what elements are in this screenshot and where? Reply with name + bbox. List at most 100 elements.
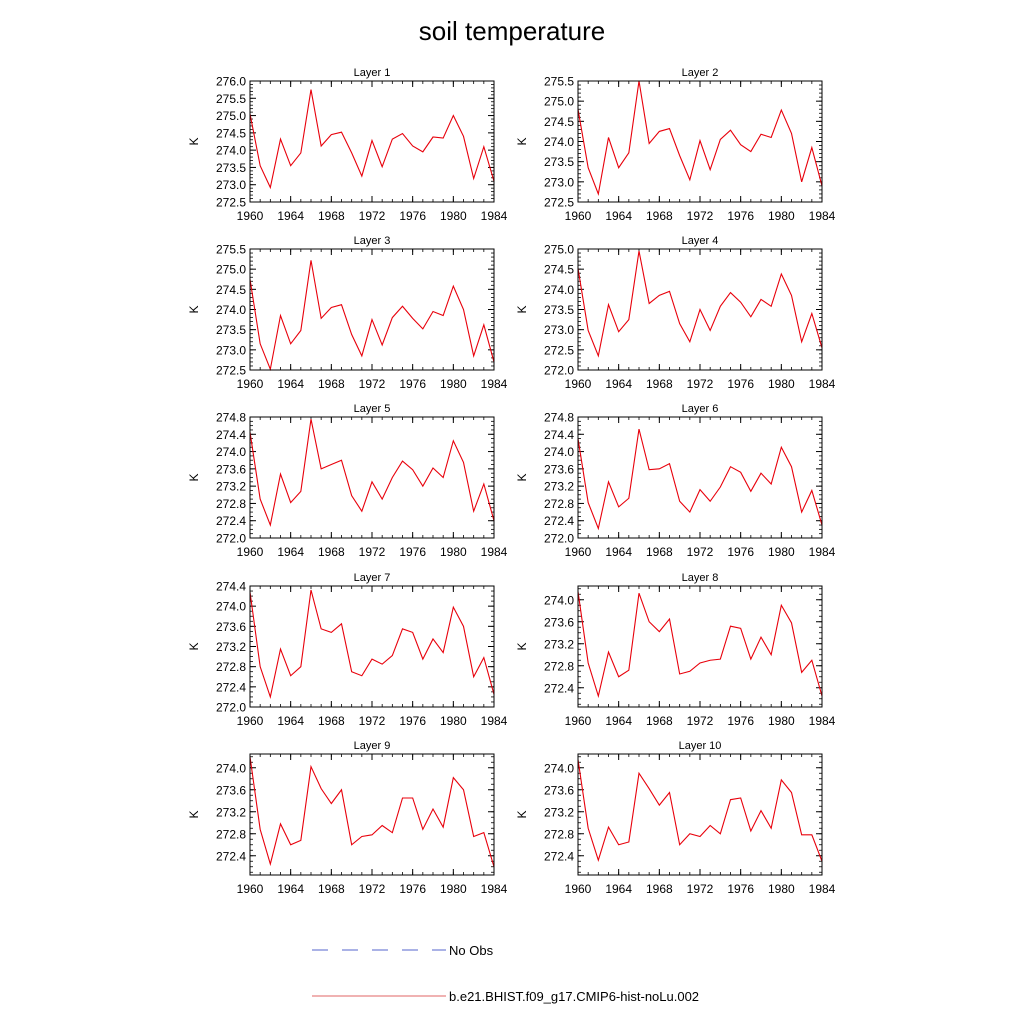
y-tick-label: 272.0 (544, 532, 574, 546)
plot-frame (577, 248, 823, 371)
y-tick-label: 274.0 (544, 445, 574, 459)
x-tick-label: 1968 (318, 377, 345, 391)
y-tick-label: 275.0 (544, 243, 574, 257)
x-tick-label: 1980 (768, 545, 795, 559)
y-tick-label: 274.5 (544, 263, 574, 277)
x-tick-label: 1968 (318, 209, 345, 223)
y-tick-label: 272.8 (544, 497, 574, 511)
x-tick-label: 1960 (237, 377, 264, 391)
x-tick-label: 1980 (768, 377, 795, 391)
y-axis-label: K (187, 305, 201, 313)
x-tick-label: 1984 (481, 377, 508, 391)
plot-frame (249, 80, 495, 203)
x-tick-label: 1968 (646, 209, 673, 223)
x-tick-label: 1976 (727, 714, 754, 728)
series-line-1 (577, 591, 823, 699)
legend: No Obs b.e21.BHIST.f09_g17.CMIP6-hist-no… (312, 943, 699, 1004)
y-tick-label: 273.0 (544, 323, 574, 337)
x-tick-label: 1964 (605, 714, 632, 728)
y-tick-label: 272.8 (216, 827, 246, 841)
x-tick-label: 1976 (727, 209, 754, 223)
x-tick-label: 1972 (687, 882, 714, 896)
y-tick-label: 274.0 (216, 761, 246, 775)
x-tick-label: 1968 (318, 545, 345, 559)
x-tick-label: 1964 (277, 209, 304, 223)
y-tick-label: 274.0 (216, 144, 246, 158)
y-tick-label: 274.4 (216, 428, 246, 442)
panel-title: Layer 9 (354, 740, 391, 752)
plot-frame (249, 416, 495, 539)
y-tick-label: 274.5 (216, 126, 246, 140)
y-tick-label: 273.2 (216, 480, 246, 494)
x-tick-label: 1984 (809, 882, 836, 896)
y-axis-label: K (187, 810, 201, 818)
x-tick-label: 1960 (565, 209, 592, 223)
x-tick-label: 1972 (687, 209, 714, 223)
x-tick-label: 1976 (399, 209, 426, 223)
y-tick-label: 272.4 (544, 849, 574, 863)
y-tick-label: 272.0 (216, 532, 246, 546)
x-tick-label: 1968 (646, 882, 673, 896)
chart-panel-6: Layer 6 K 272.0 272.4 272.8 273.2 273.6 274.0 27… (515, 403, 836, 559)
panel-title: Layer 4 (682, 235, 719, 247)
x-tick-label: 1968 (646, 714, 673, 728)
legend-no-obs-label: No Obs (449, 943, 494, 958)
plot-frame (577, 753, 823, 876)
y-tick-label: 272.4 (216, 680, 246, 694)
x-tick-label: 1976 (727, 882, 754, 896)
series-line-1 (249, 419, 495, 527)
y-tick-label: 272.8 (216, 660, 246, 674)
x-tick-label: 1972 (359, 714, 386, 728)
y-tick-label: 273.5 (544, 303, 574, 317)
x-tick-label: 1960 (237, 882, 264, 896)
y-tick-label: 275.5 (544, 75, 574, 89)
series-line-1 (249, 589, 495, 700)
y-tick-label: 274.0 (544, 761, 574, 775)
x-tick-label: 1980 (440, 714, 467, 728)
panel-title: Layer 2 (682, 67, 719, 79)
y-axis-label: K (515, 810, 529, 818)
y-tick-label: 274.8 (544, 411, 574, 425)
y-tick-label: 272.0 (216, 701, 246, 715)
y-axis-label: K (515, 473, 529, 481)
y-axis-label: K (515, 137, 529, 145)
chart-panel-5: Layer 5 K 272.0 272.4 272.8 273.2 273.6 274.0 27… (187, 403, 508, 559)
series-line-1 (249, 260, 495, 372)
panel-title: Layer 7 (354, 572, 391, 584)
series-line-1 (249, 756, 495, 867)
y-tick-label: 272.4 (216, 514, 246, 528)
x-tick-label: 1964 (277, 545, 304, 559)
y-tick-label: 273.6 (216, 783, 246, 797)
x-tick-label: 1980 (440, 377, 467, 391)
x-tick-label: 1972 (687, 714, 714, 728)
y-tick-label: 273.0 (216, 343, 246, 357)
x-tick-label: 1964 (277, 377, 304, 391)
figure-title: soil temperature (419, 16, 605, 46)
y-tick-label: 273.6 (544, 462, 574, 476)
legend-run-label: b.e21.BHIST.f09_g17.CMIP6-hist-noLu.002 (449, 989, 699, 1004)
series-line-1 (577, 80, 823, 196)
y-tick-label: 275.0 (544, 95, 574, 109)
y-tick-label: 273.6 (216, 620, 246, 634)
x-tick-label: 1984 (481, 545, 508, 559)
x-tick-label: 1976 (399, 545, 426, 559)
panel-title: Layer 8 (682, 572, 719, 584)
plot-frame (249, 248, 495, 371)
plot-frame (577, 585, 823, 708)
chart-panel-4: Layer 4 K 272.0 272.5 273.0 273.5 274.0 274.5 27… (515, 235, 836, 391)
y-tick-label: 273.2 (216, 805, 246, 819)
chart-panel-7: Layer 7 K 272.0 272.4 272.8 273.2 273.6 274.0 27… (187, 572, 508, 728)
y-axis-label: K (515, 642, 529, 650)
x-tick-label: 1960 (237, 545, 264, 559)
x-tick-label: 1976 (727, 545, 754, 559)
y-tick-label: 274.8 (216, 411, 246, 425)
x-tick-label: 1964 (605, 377, 632, 391)
x-tick-label: 1964 (277, 882, 304, 896)
y-tick-label: 272.5 (544, 343, 574, 357)
panel-title: Layer 6 (682, 403, 719, 415)
x-tick-label: 1980 (768, 714, 795, 728)
x-tick-label: 1980 (768, 882, 795, 896)
x-tick-label: 1968 (318, 882, 345, 896)
y-tick-label: 275.5 (216, 92, 246, 106)
y-tick-label: 273.6 (544, 615, 574, 629)
